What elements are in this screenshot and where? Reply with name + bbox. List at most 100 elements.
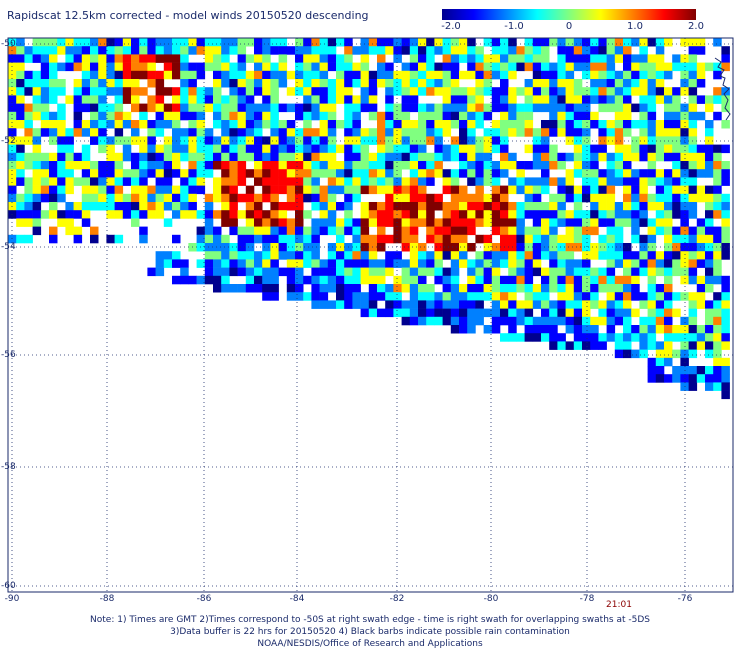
data-cell bbox=[582, 87, 591, 96]
data-cell bbox=[582, 103, 591, 113]
data-cell bbox=[508, 267, 517, 277]
data-cell bbox=[40, 87, 50, 96]
data-cell bbox=[549, 202, 558, 211]
data-cell bbox=[582, 193, 591, 203]
data-cell bbox=[131, 54, 140, 63]
data-cell bbox=[180, 144, 189, 154]
data-cell bbox=[303, 103, 312, 113]
data-cell bbox=[303, 226, 312, 236]
data-cell bbox=[344, 46, 353, 55]
data-cell bbox=[49, 210, 58, 219]
data-cell bbox=[131, 79, 140, 88]
data-cell bbox=[139, 177, 148, 186]
data-cell bbox=[286, 226, 296, 236]
data-cell bbox=[295, 284, 304, 293]
data-cell bbox=[229, 251, 238, 260]
data-cell bbox=[180, 54, 189, 63]
data-cell bbox=[401, 161, 411, 170]
data-cell bbox=[508, 218, 517, 227]
data-cell bbox=[245, 234, 255, 244]
data-cell bbox=[688, 349, 698, 359]
data-cell bbox=[245, 193, 255, 203]
data-cell bbox=[549, 152, 558, 162]
data-cell bbox=[565, 152, 575, 162]
data-cell bbox=[459, 161, 468, 170]
data-cell bbox=[163, 185, 173, 195]
data-cell bbox=[147, 79, 156, 88]
data-cell bbox=[237, 79, 247, 88]
data-cell bbox=[516, 300, 525, 309]
data-cell bbox=[459, 95, 468, 104]
data-cell bbox=[598, 120, 607, 129]
data-cell bbox=[163, 161, 173, 170]
data-cell bbox=[467, 152, 476, 162]
data-cell bbox=[147, 103, 156, 113]
data-cell bbox=[254, 177, 263, 186]
data-cell bbox=[409, 169, 419, 178]
data-cell bbox=[139, 193, 148, 203]
data-cell bbox=[532, 316, 542, 326]
data-cell bbox=[303, 54, 312, 63]
data-cell bbox=[500, 193, 509, 203]
data-cell bbox=[696, 374, 706, 383]
data-cell bbox=[623, 62, 632, 72]
data-cell bbox=[664, 185, 673, 195]
data-cell bbox=[393, 284, 402, 293]
data-cell bbox=[303, 62, 312, 72]
data-cell bbox=[483, 62, 493, 72]
data-cell bbox=[327, 87, 337, 96]
data-cell bbox=[401, 259, 411, 268]
data-cell bbox=[705, 300, 714, 309]
data-cell bbox=[221, 267, 230, 277]
data-cell bbox=[155, 161, 165, 170]
data-cell bbox=[377, 226, 386, 236]
data-cell bbox=[155, 185, 165, 195]
data-cell bbox=[32, 169, 42, 178]
data-cell bbox=[418, 300, 427, 309]
data-cell bbox=[196, 169, 206, 178]
data-cell bbox=[319, 79, 329, 88]
data-cell bbox=[393, 54, 402, 63]
data-cell bbox=[590, 177, 599, 186]
data-cell bbox=[8, 152, 17, 162]
data-cell bbox=[426, 54, 435, 63]
data-cell bbox=[98, 185, 107, 195]
data-cell bbox=[664, 357, 673, 367]
data-cell bbox=[16, 234, 25, 244]
data-cell bbox=[631, 177, 640, 186]
data-cell bbox=[557, 210, 566, 219]
data-cell bbox=[450, 226, 460, 236]
data-cell bbox=[418, 308, 427, 318]
data-cell bbox=[336, 70, 345, 80]
data-cell bbox=[155, 259, 165, 268]
data-cell bbox=[664, 62, 673, 72]
data-cell bbox=[295, 259, 304, 268]
data-cell bbox=[254, 70, 263, 80]
data-cell bbox=[245, 136, 255, 145]
data-cell bbox=[434, 218, 443, 227]
data-cell bbox=[319, 46, 329, 55]
data-cell bbox=[655, 193, 665, 203]
data-cell bbox=[721, 374, 730, 383]
data-cell bbox=[73, 177, 83, 186]
data-cell bbox=[573, 234, 583, 244]
data-cell bbox=[442, 54, 452, 63]
data-cell bbox=[664, 267, 673, 277]
data-cell bbox=[508, 161, 517, 170]
data-cell bbox=[475, 218, 484, 227]
data-cell bbox=[213, 267, 222, 277]
data-cell bbox=[475, 210, 484, 219]
data-cell bbox=[598, 193, 607, 203]
data-cell bbox=[106, 62, 115, 72]
data-cell bbox=[32, 54, 42, 63]
data-cell bbox=[401, 120, 411, 129]
data-cell bbox=[664, 259, 673, 268]
data-cell bbox=[696, 38, 706, 47]
data-cell bbox=[549, 193, 558, 203]
data-cell bbox=[163, 62, 173, 72]
data-cell bbox=[532, 70, 542, 80]
data-cell bbox=[336, 87, 345, 96]
data-cell bbox=[418, 202, 427, 211]
data-cell bbox=[491, 161, 501, 170]
data-cell bbox=[614, 46, 624, 55]
